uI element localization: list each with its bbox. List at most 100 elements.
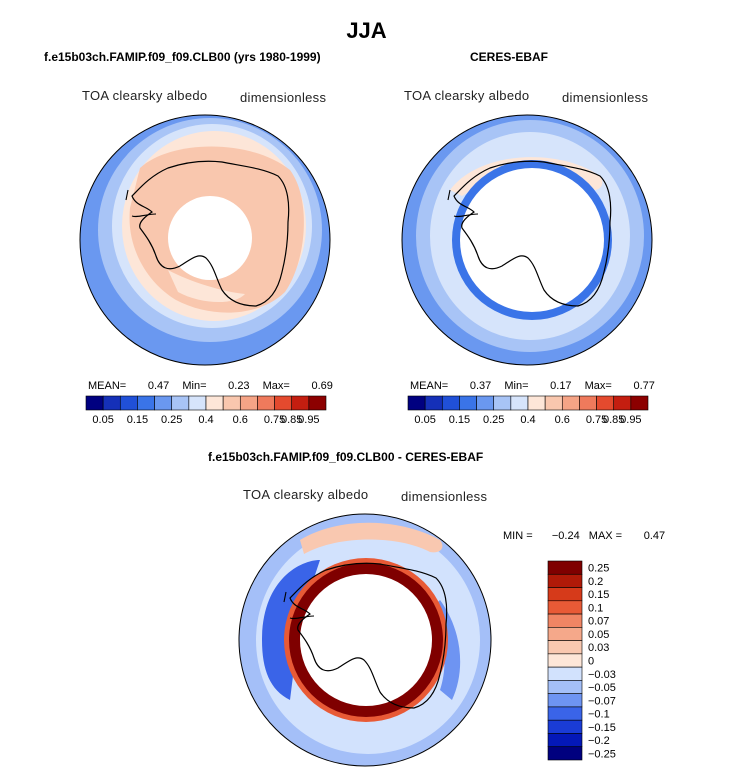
- colorbar-1-box-7: [527, 395, 546, 411]
- diff-cream-band: [300, 522, 443, 554]
- panel3-min-label: MIN =: [503, 530, 533, 542]
- colorbar-0-label-5: 0.75: [264, 414, 285, 426]
- colorbar-1-label-3: 0.4: [520, 414, 535, 426]
- colorbar-0-label-7: 0.95: [298, 414, 319, 426]
- diff-missing-center: [300, 574, 432, 706]
- colorbar-1-label-5: 0.75: [586, 414, 607, 426]
- colorbar-obs: 0.05 0.15 0.25 0.4 0.6 0.750.850.95: [407, 395, 649, 426]
- colorbar-2-box-5: [547, 627, 583, 641]
- colorbar-0-box-13: [308, 395, 327, 411]
- colorbar-0-box-2: [119, 395, 138, 411]
- colorbar-1-label-6: 0.85: [603, 414, 624, 426]
- panel2-min-label: Min=: [504, 380, 529, 392]
- colorbar-2-box-6: [547, 640, 583, 655]
- colorbar-2-box-2: [547, 587, 583, 602]
- colorbar-0-label-4: 0.6: [233, 414, 248, 426]
- colorbar-0-box-4: [154, 395, 173, 411]
- panel1-max-label: Max=: [262, 380, 290, 392]
- diff-map-border: [238, 513, 492, 767]
- colorbar-2-box-11: [547, 706, 583, 721]
- colorbar-2-box-14: [547, 746, 583, 761]
- panel1-min-value: 0.23: [228, 380, 250, 392]
- colorbar-1-box-6: [510, 395, 529, 411]
- colorbar-2-box-1: [547, 573, 583, 588]
- colorbar-2-box-8: [547, 666, 583, 681]
- colorbar-0-box-5: [171, 395, 190, 411]
- colorbar-2-label-10: −0.07: [588, 695, 616, 707]
- colorbar-0-box-6: [188, 395, 207, 411]
- colorbar-1-box-2: [441, 395, 460, 411]
- colorbar-0-label-0: 0.05: [92, 414, 113, 426]
- difference-title: f.e15b03ch.FAMIP.f09_f09.CLB00 - CERES-E…: [208, 450, 484, 464]
- colorbar-0-label-6: 0.85: [281, 414, 302, 426]
- figure-title: JJA: [346, 18, 387, 43]
- colorbar-2-label-3: 0.1: [588, 602, 603, 614]
- panel1-max-value: 0.69: [311, 380, 333, 392]
- colorbar-0-label-3: 0.4: [198, 414, 213, 426]
- colorbar-1-box-0: [407, 395, 426, 411]
- panel1-mean-value: 0.47: [147, 380, 170, 392]
- colorbar-1-box-10: [579, 395, 597, 411]
- panel2-title: CERES-EBAF: [470, 50, 549, 64]
- colorbar-0-box-8: [222, 395, 241, 411]
- colorbar-0-box-0: [85, 395, 104, 411]
- colorbar-2-label-11: −0.1: [588, 709, 610, 721]
- panel1-units: dimensionless: [240, 90, 327, 105]
- colorbar-2-label-12: −0.15: [588, 722, 616, 734]
- panel1-title: f.e15b03ch.FAMIP.f09_f09.CLB00 (yrs 1980…: [44, 50, 321, 64]
- model-missing-center: [168, 196, 252, 280]
- colorbar-2-box-7: [547, 653, 583, 668]
- colorbar-0-box-7: [205, 395, 224, 411]
- antarctic-peninsula-3: [283, 591, 315, 620]
- antarctica-coastline-3: [289, 562, 448, 709]
- colorbar-1-label-4: 0.6: [555, 414, 570, 426]
- panel1-stats: MEAN= 0.47 Min= 0.23 Max= 0.69: [88, 380, 333, 392]
- colorbar-1-label-2: 0.25: [483, 414, 504, 426]
- colorbar-2-box-3: [547, 600, 583, 615]
- colorbar-2-box-4: [547, 613, 583, 628]
- colorbar-1-box-13: [630, 395, 649, 411]
- colorbar-0-box-9: [239, 395, 258, 411]
- colorbar-0-box-10: [257, 395, 275, 411]
- colorbar-1-box-1: [424, 395, 443, 411]
- colorbar-2-box-9: [547, 680, 583, 694]
- colorbar-2-label-2: 0.15: [588, 589, 609, 601]
- antarctic-peninsula-2: [447, 189, 479, 218]
- panel3-max-label: MAX =: [588, 530, 623, 542]
- colorbar-2-box-0: [547, 560, 583, 575]
- antarctic-peninsula-1: [125, 189, 157, 218]
- colorbar-1-label-0: 0.05: [414, 414, 435, 426]
- panel3-stats: MIN = −0.24 MAX = 0.47: [503, 530, 665, 542]
- panel2-max-value: 0.77: [633, 380, 655, 392]
- colorbar-0-label-2: 0.25: [161, 414, 182, 426]
- colorbar-1-box-9: [561, 395, 580, 411]
- panel3-units: dimensionless: [401, 489, 488, 504]
- colorbar-diff: 0.250.20.150.10.070.050.030−0.03−0.05−0.…: [547, 560, 616, 761]
- panel3-max-value: 0.47: [643, 530, 666, 542]
- colorbar-0-label-1: 0.15: [127, 414, 148, 426]
- colorbar-2-label-1: 0.2: [588, 576, 603, 588]
- panel3-variable: TOA clearsky albedo: [243, 487, 369, 502]
- panel2-mean-label: MEAN=: [410, 380, 449, 392]
- antarctica-coastline-2: [453, 160, 612, 307]
- panel2-units: dimensionless: [562, 90, 649, 105]
- colorbar-2-box-13: [547, 733, 583, 748]
- colorbar-1-label-1: 0.15: [449, 414, 470, 426]
- colorbar-2-label-13: −0.2: [588, 735, 610, 747]
- colorbar-1-box-11: [596, 395, 615, 411]
- panel1-min-label: Min=: [182, 380, 207, 392]
- colorbar-2-label-0: 0.25: [588, 563, 609, 575]
- colorbar-0-box-1: [102, 395, 121, 411]
- panel3-min-value: −0.24: [551, 530, 580, 542]
- colorbar-2-label-8: −0.03: [588, 669, 616, 681]
- colorbar-1-label-7: 0.95: [620, 414, 641, 426]
- panel1-mean-label: MEAN=: [88, 380, 127, 392]
- colorbar-0-box-3: [137, 395, 155, 411]
- panel2-max-label: Max=: [584, 380, 612, 392]
- panel1-variable: TOA clearsky albedo: [82, 88, 208, 103]
- panel2-min-value: 0.17: [550, 380, 572, 392]
- obs-map-border: [401, 114, 653, 366]
- colorbar-2-label-7: 0: [588, 656, 594, 668]
- colorbar-2-label-14: −0.25: [588, 748, 616, 760]
